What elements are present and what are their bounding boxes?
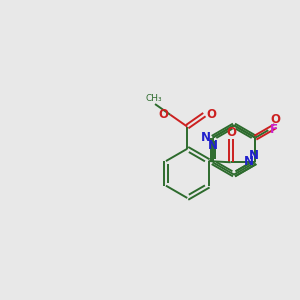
Text: N: N bbox=[201, 130, 211, 144]
Text: O: O bbox=[271, 113, 281, 126]
Text: O: O bbox=[158, 107, 169, 121]
Text: CH₃: CH₃ bbox=[145, 94, 162, 103]
Text: O: O bbox=[226, 126, 236, 139]
Text: N: N bbox=[244, 155, 254, 168]
Text: O: O bbox=[206, 107, 216, 121]
Text: N: N bbox=[208, 139, 218, 152]
Text: N: N bbox=[249, 149, 259, 162]
Text: F: F bbox=[270, 123, 278, 136]
